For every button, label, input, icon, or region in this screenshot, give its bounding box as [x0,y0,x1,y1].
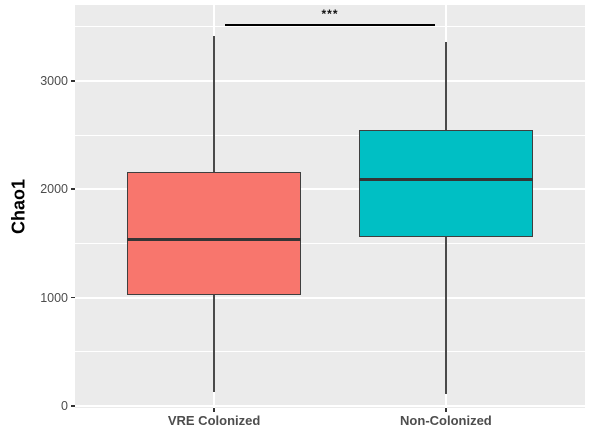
lower-whisker-vre-colonized [213,295,215,392]
upper-whisker-non-colonized [445,41,447,130]
median-line-vre-colonized [127,237,302,241]
significance-bracket [225,23,435,26]
x-tick-label-vre-colonized: VRE Colonized [167,413,261,428]
y-tick-label: 2000 [40,182,68,197]
major-gridline [75,188,585,191]
y-tick-mark [71,80,75,82]
y-tick-label: 3000 [40,73,68,88]
median-line-non-colonized [358,177,533,181]
box-non-colonized [358,129,533,237]
y-tick-label: 0 [61,398,68,413]
x-tick-mark [213,408,215,412]
plot-panel: *** [75,5,585,408]
major-gridline [75,296,585,299]
box-vre-colonized [127,171,302,296]
minor-gridline [75,242,585,244]
y-tick-mark [71,188,75,190]
minor-gridline [75,26,585,28]
x-tick-mark [445,408,447,412]
y-tick-mark [71,405,75,407]
major-gridline [75,404,585,407]
y-axis-title: Chao1 [8,179,29,235]
minor-gridline [75,134,585,136]
x-tick-label-non-colonized: Non-Colonized [400,413,492,428]
y-tick-mark [71,296,75,299]
minor-gridline [75,351,585,353]
major-gridline [75,79,585,82]
lower-whisker-non-colonized [445,236,447,394]
upper-whisker-vre-colonized [213,36,215,172]
y-tick-label: 1000 [40,290,68,305]
significance-stars: *** [321,6,339,21]
